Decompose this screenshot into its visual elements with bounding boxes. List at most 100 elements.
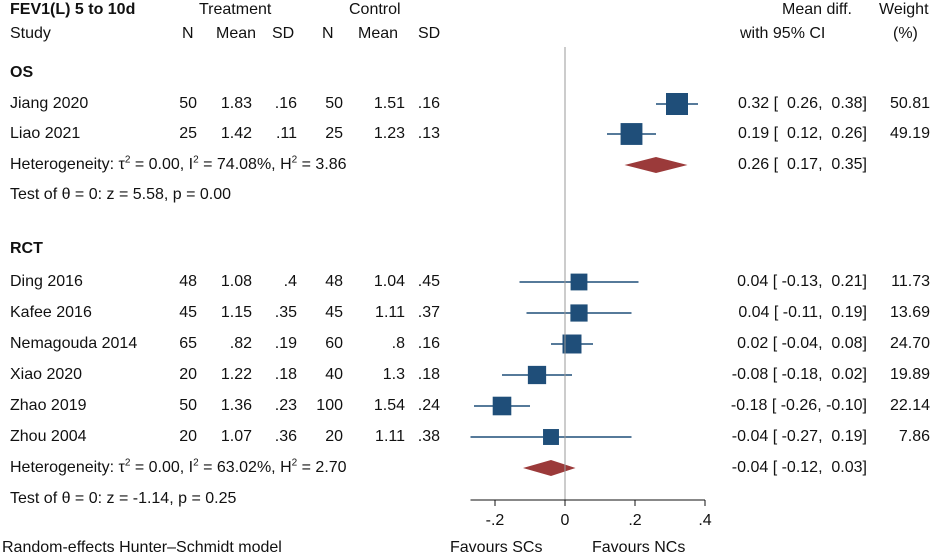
control-mean: 1.23 [373, 125, 405, 142]
treatment-sd: .35 [274, 304, 297, 321]
control-sd: .16 [417, 95, 440, 112]
control-mean: 1.3 [382, 366, 405, 383]
study-weight: 50.81 [889, 95, 930, 112]
control-n: 45 [325, 304, 343, 321]
study-name: Ding 2016 [10, 273, 83, 290]
treatment-n: 50 [179, 95, 197, 112]
treatment-header: Treatment [199, 1, 272, 18]
control-sd: .38 [417, 428, 440, 445]
weight-header: Weight [879, 1, 929, 18]
control-header: Control [349, 1, 401, 18]
x-tick-label: -.2 [486, 512, 505, 529]
study-name: Xiao 2020 [10, 366, 83, 383]
control-mean: 1.54 [373, 397, 405, 414]
favours-left-label: Favours SCs [450, 539, 543, 556]
study-name: Zhou 2004 [10, 428, 87, 445]
study-square [570, 273, 588, 291]
mean-diff-ci: 0.04 [ -0.13, 0.21] [737, 273, 867, 290]
study-weight: 13.69 [889, 304, 930, 321]
treatment-mean-header: Mean [216, 25, 257, 42]
mean-diff-ci: -0.08 [ -0.18, 0.02] [731, 366, 867, 383]
treatment-mean: 1.22 [220, 366, 252, 383]
treatment-sd: .4 [283, 273, 297, 290]
treatment-n: 50 [179, 397, 197, 414]
x-tick-label: 0 [561, 512, 570, 529]
study-square [570, 304, 588, 322]
control-n: 25 [325, 125, 343, 142]
x-tick-label: .4 [698, 512, 711, 529]
treatment-mean: 1.36 [220, 397, 252, 414]
mean-diff-ci: 0.32 [ 0.26, 0.38] [738, 95, 867, 112]
control-sd: .37 [417, 304, 440, 321]
treatment-sd-header: SD [272, 25, 295, 42]
study-square [666, 93, 688, 115]
study-name: Liao 2021 [10, 125, 81, 142]
treatment-sd: .16 [274, 95, 297, 112]
study-square [620, 123, 643, 145]
favours-right-label: Favours NCs [592, 539, 686, 556]
control-mean: 1.04 [373, 273, 405, 290]
overall-effect-test: Test of θ = 0: z = 5.58, p = 0.00 [10, 186, 232, 203]
study-square [543, 429, 559, 445]
weight-pct-header: (%) [893, 25, 918, 42]
treatment-sd: .36 [274, 428, 297, 445]
control-sd: .18 [417, 366, 440, 383]
treatment-sd: .23 [274, 397, 297, 414]
control-sd: .24 [417, 397, 440, 414]
study-name: Kafee 2016 [10, 304, 92, 321]
group-label: RCT [10, 240, 43, 257]
treatment-n: 20 [179, 428, 197, 445]
treatment-mean: .82 [229, 335, 252, 352]
treatment-sd: .19 [274, 335, 297, 352]
control-mean: 1.11 [375, 428, 405, 445]
treatment-mean: 1.15 [220, 304, 252, 321]
treatment-n: 25 [179, 125, 197, 142]
mean-diff-header: Mean diff. [782, 1, 852, 18]
control-n: 60 [325, 335, 343, 352]
control-n-header: N [322, 25, 334, 42]
treatment-n-header: N [182, 25, 194, 42]
study-weight: 19.89 [889, 366, 930, 383]
control-mean: 1.51 [373, 95, 405, 112]
mean-diff-ci: 0.02 [ -0.04, 0.08] [737, 335, 867, 352]
study-name: Zhao 2019 [10, 397, 87, 414]
model-note: Random-effects Hunter–Schmidt model [2, 539, 282, 556]
treatment-mean: 1.42 [220, 125, 252, 142]
control-mean: .8 [391, 335, 405, 352]
treatment-mean: 1.07 [220, 428, 252, 445]
control-n: 40 [325, 366, 343, 383]
study-square [527, 365, 547, 385]
control-sd: .13 [417, 125, 440, 142]
study-weight: 49.19 [889, 125, 930, 142]
study-weight: 7.86 [898, 428, 930, 445]
treatment-n: 65 [179, 335, 197, 352]
study-square [492, 396, 512, 416]
study-square [562, 334, 582, 354]
x-tick-label: .2 [628, 512, 641, 529]
overall-effect-test: Test of θ = 0: z = -1.14, p = 0.25 [10, 490, 237, 507]
ci-header: with 95% CI [740, 25, 826, 42]
group-label: OS [10, 64, 34, 81]
pooled-ci: -0.04 [ -0.12, 0.03] [731, 459, 867, 476]
control-n: 100 [316, 397, 343, 414]
treatment-sd: .18 [274, 366, 297, 383]
heterogeneity-stats: Heterogeneity: τ2 = 0.00, I2 = 63.02%, H… [10, 457, 347, 476]
study-name: Jiang 2020 [10, 95, 89, 112]
control-mean: 1.11 [375, 304, 405, 321]
control-n: 50 [325, 95, 343, 112]
mean-diff-ci: 0.04 [ -0.11, 0.19] [738, 304, 867, 321]
heterogeneity-stats: Heterogeneity: τ2 = 0.00, I2 = 74.08%, H… [10, 154, 347, 173]
control-n: 48 [325, 273, 343, 290]
study-header: Study [10, 25, 51, 42]
control-n: 20 [325, 428, 343, 445]
treatment-mean: 1.83 [220, 95, 252, 112]
control-sd: .45 [417, 273, 440, 290]
mean-diff-ci: -0.18 [ -0.26, -0.10] [730, 397, 867, 414]
control-sd: .16 [417, 335, 440, 352]
treatment-n: 45 [179, 304, 197, 321]
pooled-diamond [624, 157, 688, 173]
study-weight: 22.14 [889, 397, 930, 414]
pooled-diamond [523, 460, 576, 476]
